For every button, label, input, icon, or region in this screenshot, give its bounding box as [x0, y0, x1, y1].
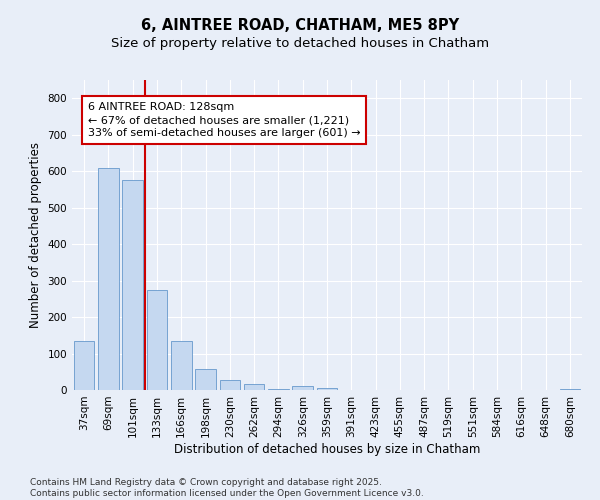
Bar: [560, 388, 580, 390]
Bar: [195, 369, 216, 390]
Bar: [74, 341, 94, 390]
Text: 6, AINTREE ROAD, CHATHAM, ME5 8PY: 6, AINTREE ROAD, CHATHAM, ME5 8PY: [141, 18, 459, 32]
Y-axis label: Number of detached properties: Number of detached properties: [29, 142, 42, 328]
Text: 6 AINTREE ROAD: 128sqm
← 67% of detached houses are smaller (1,221)
33% of semi-: 6 AINTREE ROAD: 128sqm ← 67% of detached…: [88, 102, 361, 139]
Bar: [220, 380, 240, 390]
Bar: [98, 168, 119, 390]
Bar: [244, 384, 265, 390]
Bar: [171, 342, 191, 390]
Bar: [146, 290, 167, 390]
Text: Contains HM Land Registry data © Crown copyright and database right 2025.
Contai: Contains HM Land Registry data © Crown c…: [30, 478, 424, 498]
Bar: [317, 388, 337, 390]
Bar: [122, 180, 143, 390]
Bar: [292, 386, 313, 390]
Bar: [268, 388, 289, 390]
Text: Size of property relative to detached houses in Chatham: Size of property relative to detached ho…: [111, 38, 489, 51]
X-axis label: Distribution of detached houses by size in Chatham: Distribution of detached houses by size …: [174, 442, 480, 456]
